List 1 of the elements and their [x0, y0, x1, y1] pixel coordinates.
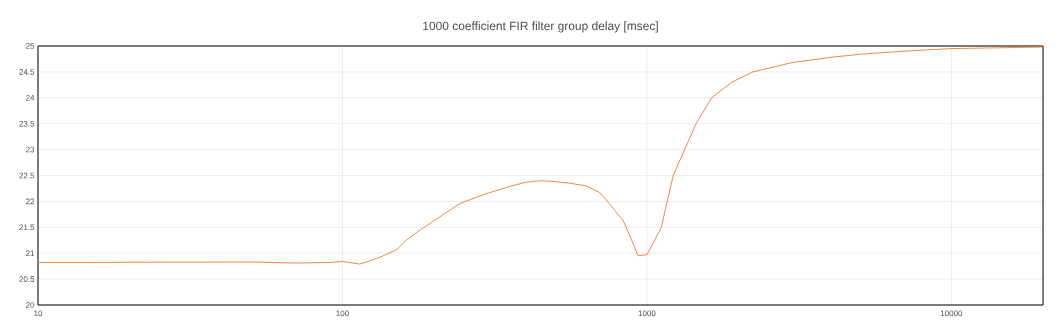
chart-title: 1000 coefficient FIR filter group delay [msec]: [423, 21, 658, 33]
